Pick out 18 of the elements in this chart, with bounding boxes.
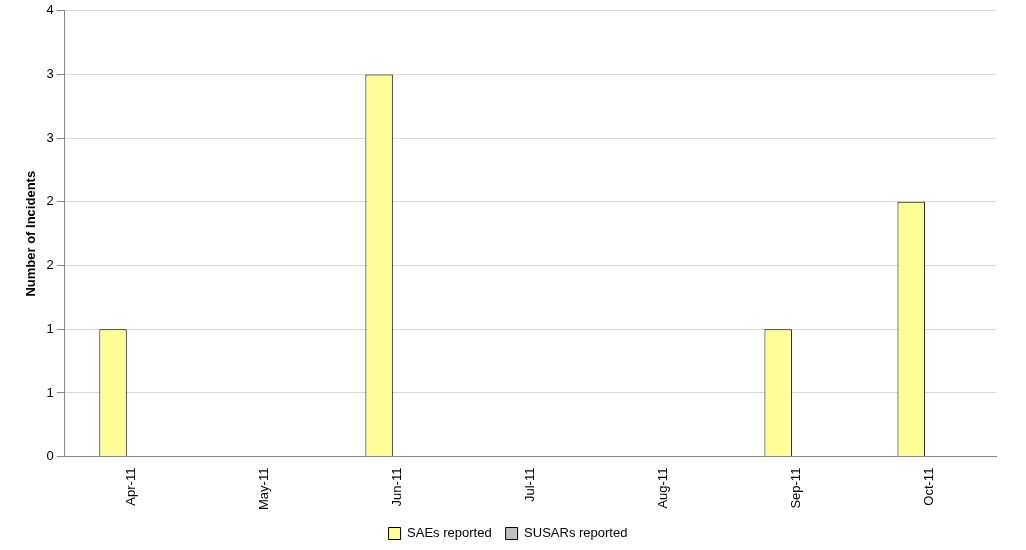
legend-label: SAEs reported xyxy=(407,525,492,541)
legend-label: SUSARs reported xyxy=(524,525,628,541)
y-tick-label: 1 xyxy=(46,384,54,400)
x-tick-label: Jun-11 xyxy=(388,467,404,507)
y-axis-title: Number of Incidents xyxy=(23,170,39,297)
y-tick-label: 0 xyxy=(46,448,54,464)
y-tick-label: 1 xyxy=(46,320,54,336)
y-tick-label: 4 xyxy=(46,2,54,18)
x-tick-label: Aug-11 xyxy=(655,467,671,509)
y-tick-label: 3 xyxy=(46,66,54,82)
x-tick-label: Sep-11 xyxy=(788,467,804,509)
y-tick-label: 2 xyxy=(46,257,54,273)
x-tick-label: May-11 xyxy=(255,467,271,511)
x-tick-label: Apr-11 xyxy=(122,467,138,506)
y-tick-label: 2 xyxy=(46,193,54,209)
x-tick-label: Jul-11 xyxy=(521,467,537,503)
x-tick-label: Oct-11 xyxy=(921,467,937,506)
y-tick-label: 3 xyxy=(46,129,54,145)
